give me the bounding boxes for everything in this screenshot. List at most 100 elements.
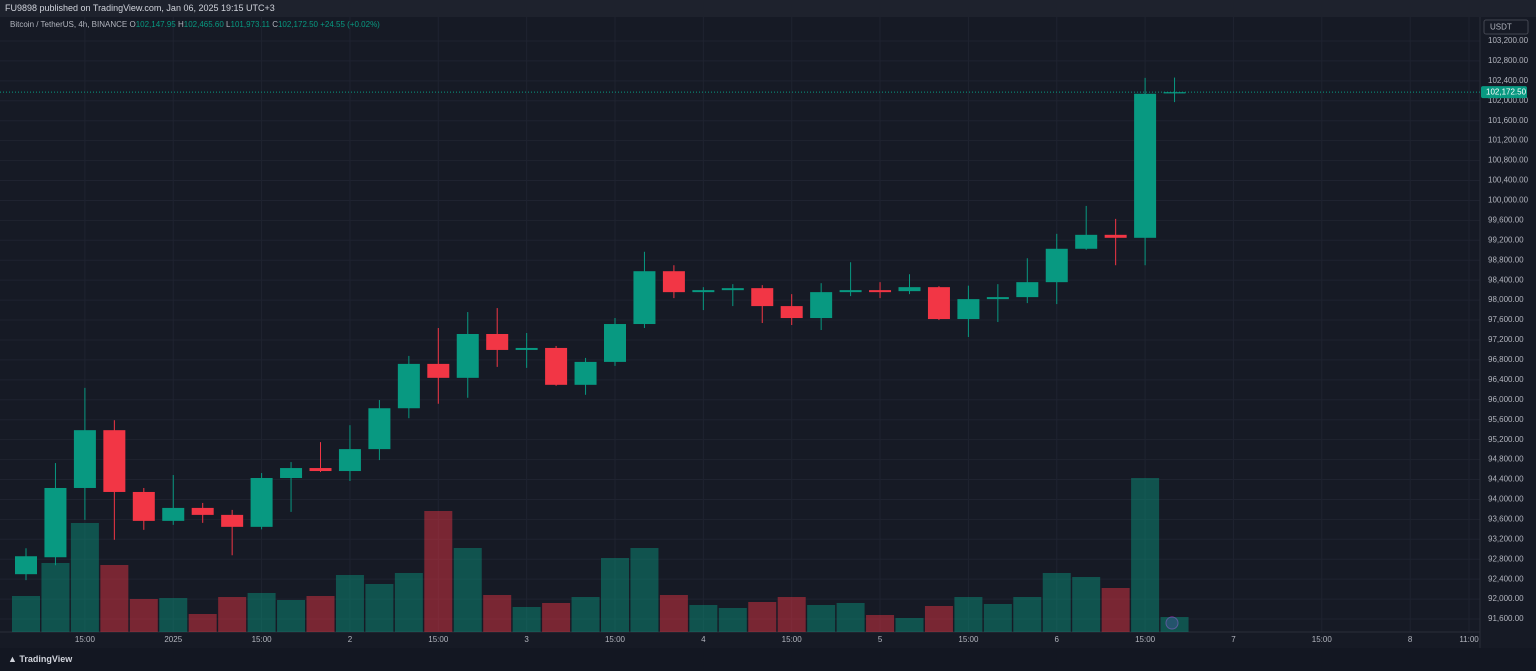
volume-bar: [41, 563, 70, 632]
y-tick-label: 102,000.00: [1488, 96, 1529, 105]
candle-body: [132, 491, 155, 521]
volume-bar: [100, 565, 129, 632]
y-tick-label: 93,200.00: [1488, 534, 1524, 543]
x-tick-label: 15:00: [958, 635, 979, 644]
volume-bar: [748, 602, 777, 632]
candle-body: [604, 324, 626, 362]
candle-body: [927, 287, 950, 320]
volume-bar: [836, 603, 865, 632]
candle-body: [44, 487, 67, 558]
y-tick-label: 96,400.00: [1488, 375, 1524, 384]
volume-bar: [129, 599, 158, 632]
y-tick-label: 97,600.00: [1488, 315, 1524, 324]
candle-body: [898, 287, 921, 292]
currency-box: [1483, 19, 1529, 35]
icon: [1165, 616, 1179, 630]
volume-bar: [601, 558, 629, 632]
x-tick-label: 2025: [164, 635, 182, 644]
candle-body: [338, 449, 361, 472]
x-tick-label: 15:00: [75, 635, 96, 644]
x-tick-label: 8: [1408, 635, 1413, 644]
candle-body: [957, 299, 980, 320]
x-tick-label: 15:00: [605, 635, 626, 644]
volume-bar: [954, 597, 983, 632]
candle-body: [250, 478, 273, 527]
candle-body: [1163, 92, 1186, 94]
volume-bar: [70, 523, 99, 632]
candle-body: [662, 271, 685, 293]
volume-bar: [1072, 577, 1101, 632]
last-price-box: [1481, 86, 1527, 99]
y-tick-label: 96,800.00: [1488, 355, 1524, 364]
candle-body: [397, 363, 420, 409]
candle-body: [486, 333, 509, 350]
x-tick-label: 6: [1055, 635, 1060, 644]
candle-body: [1045, 248, 1068, 283]
y-tick-label: 100,000.00: [1488, 196, 1529, 205]
candle-body: [574, 361, 597, 385]
candle-body: [751, 288, 774, 307]
volume-bar: [718, 608, 747, 632]
candle-body: [221, 514, 244, 527]
volume-bar: [365, 584, 394, 632]
volume-bar: [807, 605, 836, 632]
volume-bar: [218, 597, 247, 632]
volume-bar: [1013, 597, 1042, 632]
ohlc-key: L: [226, 20, 231, 29]
volume-bar: [777, 597, 806, 632]
y-tick-label: 92,000.00: [1488, 594, 1524, 603]
candle-body: [1134, 93, 1157, 238]
y-tick-label: 99,200.00: [1488, 235, 1524, 244]
candle-body: [280, 468, 303, 479]
candle-body: [869, 290, 892, 293]
y-tick-label: 92,400.00: [1488, 574, 1524, 583]
x-tick-label: 15:00: [1135, 635, 1156, 644]
volume-bar: [394, 573, 423, 632]
y-tick-label: 101,200.00: [1488, 136, 1529, 145]
volume-bar: [983, 604, 1012, 632]
y-tick-label: 92,800.00: [1488, 554, 1524, 563]
volume-bar: [866, 615, 895, 632]
candle-body: [309, 468, 332, 472]
volume-bar: [247, 593, 276, 632]
brand: TradingView: [19, 654, 73, 664]
y-tick-label: 101,600.00: [1488, 116, 1529, 125]
x-tick-label: 15:00: [1312, 635, 1333, 644]
candle-body: [73, 430, 96, 488]
volume-bar: [924, 606, 953, 632]
candle-body: [515, 347, 538, 350]
y-tick-label: 94,400.00: [1488, 475, 1524, 484]
y-tick-label: 93,600.00: [1488, 514, 1524, 523]
x-tick-label: 15:00: [252, 635, 273, 644]
volume-bar: [630, 548, 659, 632]
x-tick-label: 7: [1231, 635, 1236, 644]
x-tick-label: 2: [348, 635, 353, 644]
chart: USDT 91,600.00 92,000.00 92,400.00 92,800.0…: [0, 17, 1536, 648]
candle-body: [427, 363, 450, 378]
y-tick-label: 100,400.00: [1488, 176, 1529, 185]
candle-body: [191, 507, 214, 515]
y-tick-label: 102,400.00: [1488, 76, 1529, 85]
candle-body: [545, 347, 568, 385]
volume-bar: [306, 596, 335, 632]
volume-bar: [453, 548, 482, 632]
x-tick-label: 4: [701, 635, 706, 644]
volume-bar: [512, 607, 541, 632]
volume-bar: [277, 600, 306, 632]
volume-bar: [12, 596, 40, 632]
candle-body: [456, 333, 479, 378]
ohlc-value: 102,465.60: [183, 20, 224, 29]
change: +24.55 (+0.02%): [320, 20, 380, 29]
y-tick-label: 94,800.00: [1488, 455, 1524, 464]
price-axis: [1480, 17, 1536, 648]
y-tick-label: 94,000.00: [1488, 495, 1524, 504]
candle-body: [986, 297, 1009, 300]
y-tick-label: 95,200.00: [1488, 435, 1524, 444]
x-tick-label: 15:00: [782, 635, 803, 644]
ohlc-key: C: [272, 20, 278, 29]
legend: Bitcoin / TetherUS, 4h, BINANCE O102,147…: [10, 20, 380, 29]
y-tick-label: 95,600.00: [1488, 415, 1524, 424]
candle-body: [721, 288, 744, 291]
ohlc-value: 101,973.11: [230, 20, 270, 29]
ohlc-value: 102,147.95: [135, 20, 176, 29]
